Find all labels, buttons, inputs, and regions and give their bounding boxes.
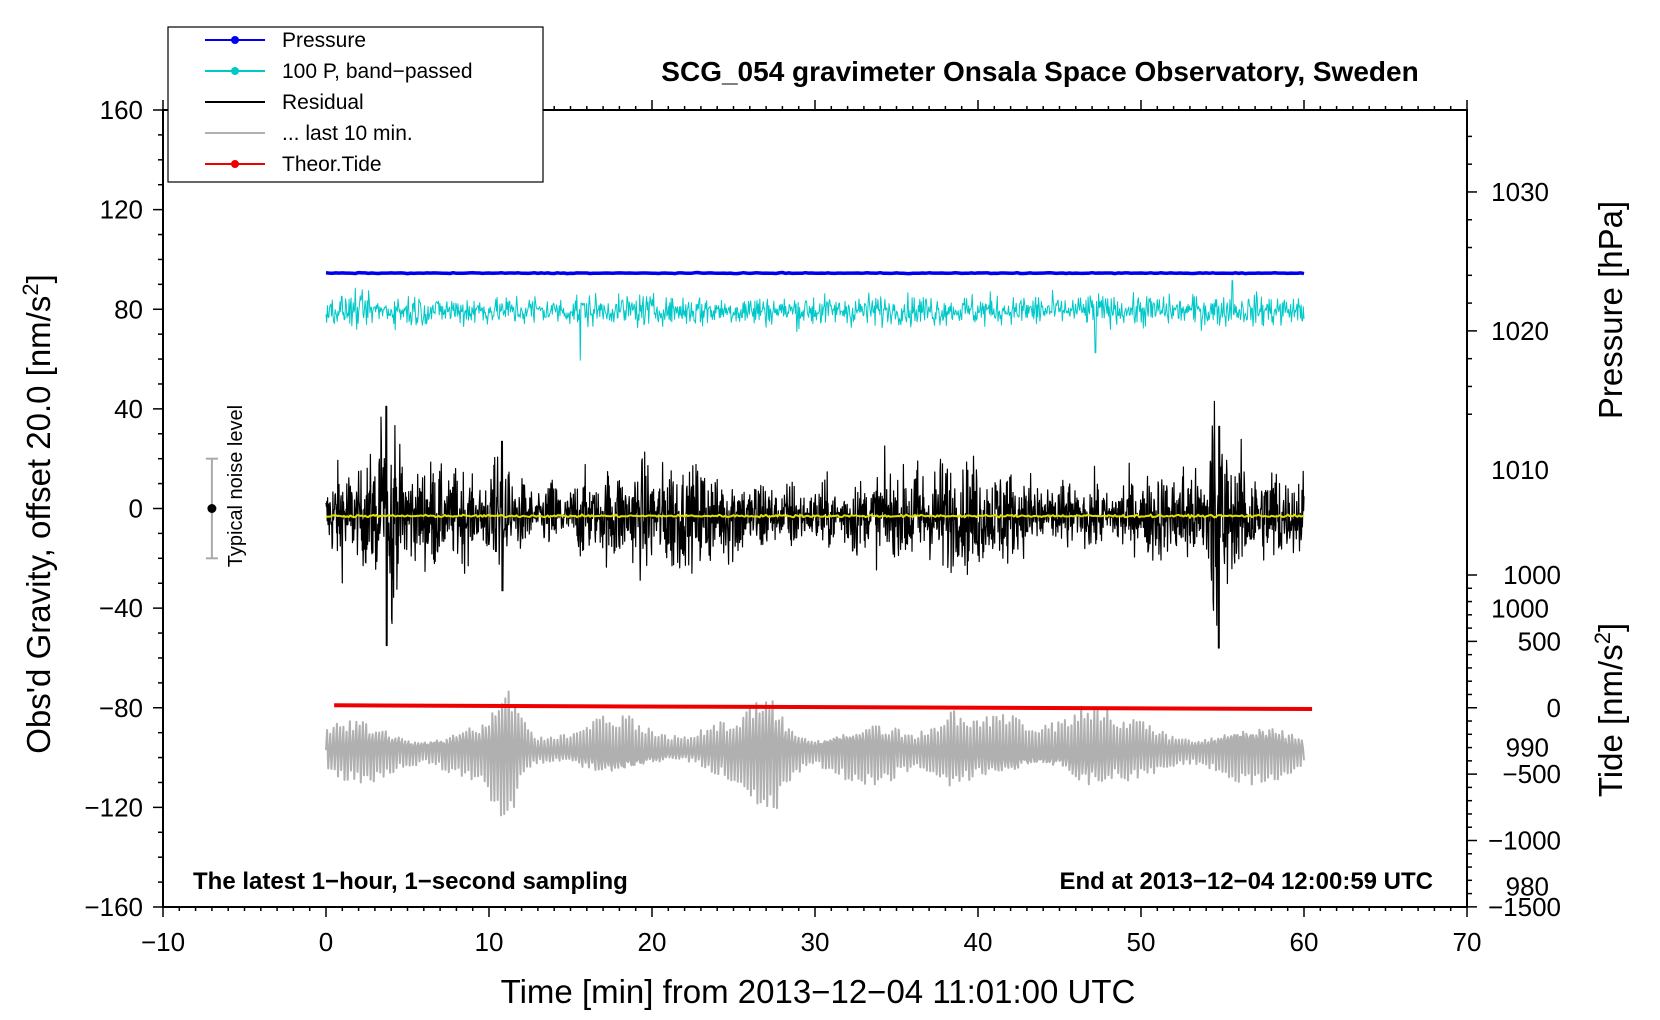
legend: Pressure 100 P, band−passed Residual ... la… [167,26,544,183]
y-axis-title-tide-sup: 2 [1590,632,1615,644]
y-axis-title-tide: Tide [nm/s2] [1590,623,1629,797]
legend-label: Theor.Tide [282,153,382,176]
legend-item: ... last 10 min. [205,122,413,145]
pressure-tick-label: 990 [1506,733,1549,763]
legend-item: Theor.Tide [205,153,382,176]
y-tick-label: 160 [100,95,143,125]
axes-labels: −10 0 10 20 30 40 50 60 7016012080400−40−80−120−… [84,95,1561,957]
annotation-end-time: End at 2013−12−04 12:00:59 UTC [1059,868,1433,895]
series-last-10-min [325,690,1305,817]
legend-item: Residual [205,91,364,114]
x-tick-label: 60 [1290,927,1319,957]
legend-label: Pressure [282,29,366,52]
pressure-tick-label: 980 [1506,872,1549,902]
tide-tick-label: 1000 [1503,560,1561,590]
tide-tick-label: 0 [1547,693,1561,723]
plot-marks [325,270,1313,817]
legend-item: Pressure [205,29,366,52]
y-tick-label: 40 [114,394,143,424]
x-tick-label: 70 [1453,927,1482,957]
series-pressure [325,270,1305,276]
x-tick-label: 20 [638,927,667,957]
legend-swatch-marker [231,36,239,44]
y-axis-title-tide-main: Tide [nm/s [1592,644,1629,797]
legend-label: ... last 10 min. [282,122,413,145]
legend-swatch-marker [231,160,239,168]
pressure-tick-label: 1010 [1491,455,1549,485]
y-axis-title-left-end: ] [20,274,57,283]
x-tick-label: 40 [964,927,993,957]
y-axis-title-left-sup: 2 [18,283,43,295]
legend-label: 100 P, band−passed [282,60,473,83]
y-axis-title-left: Obs'd Gravity, offset 20.0 [nm/s2] [18,274,57,754]
y-tick-label: −160 [84,892,143,922]
legend-swatch-marker [231,67,239,75]
legend-item: 100 P, band−passed [205,60,473,83]
pressure-tick-label: 1030 [1491,177,1549,207]
chart-title: SCG_054 gravimeter Onsala Space Observat… [661,56,1418,87]
legend-label: Residual [282,91,364,114]
noise-level-bar [205,457,218,560]
noise-bar-dot [207,504,217,513]
x-tick-label: −10 [141,927,185,957]
y-tick-label: 120 [100,195,143,225]
x-axis-title: Time [min] from 2013−12−04 11:01:00 UTC [501,973,1136,1010]
pressure-tick-label: 1000 [1491,594,1549,624]
series-residual [325,400,1305,649]
tide-tick-label: −1000 [1488,826,1561,856]
y-axis-title-pressure: Pressure [hPa] [1592,201,1629,419]
x-tick-label: 0 [319,927,333,957]
y-axis-title-left-main: Obs'd Gravity, offset 20.0 [nm/s [20,296,57,754]
series-residual-smoothed [325,513,1305,519]
tide-tick-label: 500 [1518,626,1561,656]
legend-box [167,26,544,183]
x-tick-label: 30 [801,927,830,957]
x-tick-label: 10 [475,927,504,957]
y-axis-title-tide-end: ] [1592,623,1629,632]
tide-tick-label: −1500 [1488,892,1561,922]
noise-level-label: Typical noise level [225,405,247,567]
tide-tick-label: −500 [1502,759,1561,789]
annotation-sampling: The latest 1−hour, 1−second sampling [193,868,628,895]
y-tick-label: 0 [129,494,143,524]
y-tick-label: −80 [99,693,143,723]
y-tick-label: 80 [114,294,143,324]
x-tick-label: 50 [1127,927,1156,957]
y-tick-label: −40 [99,593,143,623]
y-tick-label: −120 [84,792,143,822]
series-pressure-bandpassed [325,280,1305,361]
pressure-tick-label: 1020 [1491,316,1549,346]
series-theor-tide [334,703,1313,711]
